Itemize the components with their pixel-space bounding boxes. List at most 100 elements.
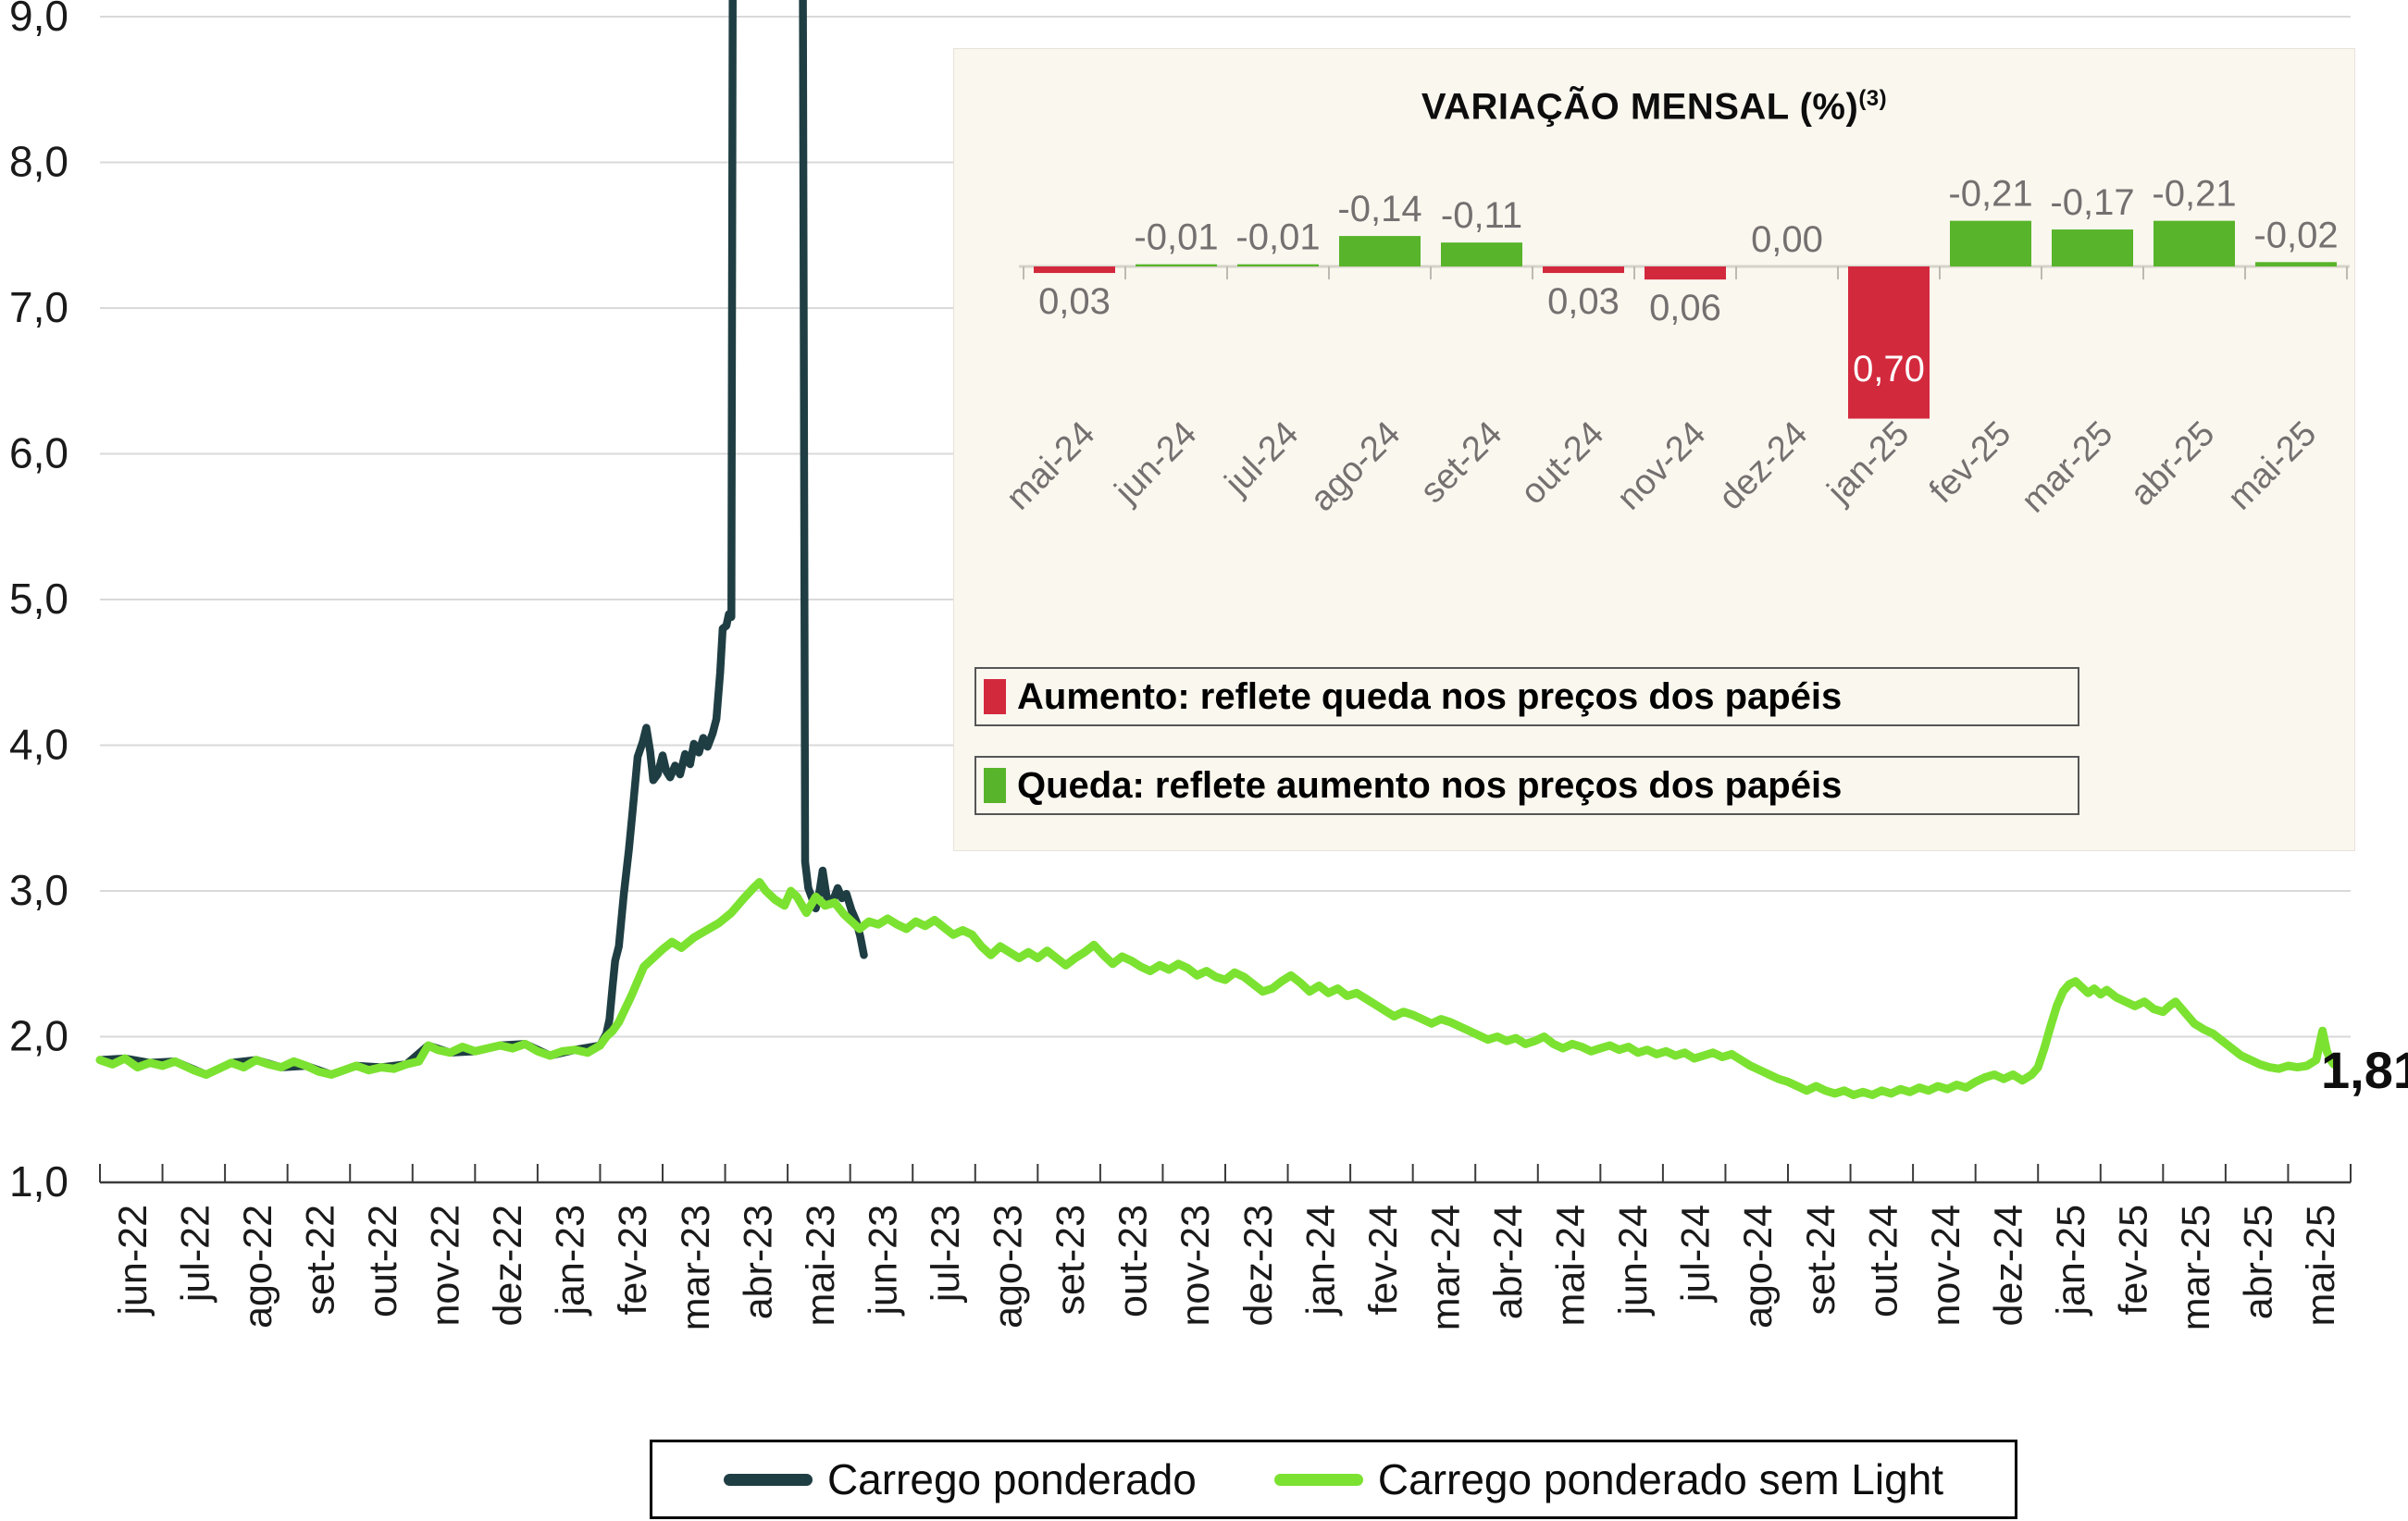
x-tick-label: ago-23 — [987, 1205, 1031, 1329]
inset-title-footnote: (3) — [1858, 86, 1888, 111]
x-tick-label: jun-24 — [1611, 1205, 1656, 1317]
y-tick-label: 8,0 — [9, 138, 68, 186]
x-tick-label: mai-25 — [2299, 1205, 2343, 1326]
series-line-carrego-ponderado-sem-light — [95, 878, 2339, 1099]
inset-x-tick-label: mai-24 — [999, 414, 1103, 518]
queda-color-swatch — [984, 768, 1006, 803]
x-tick-label: jan-23 — [549, 1205, 593, 1317]
x-tick-label: nov-24 — [1924, 1205, 1968, 1326]
inset-x-tick-label: nov-24 — [1609, 414, 1713, 518]
inset-bar-value-label: -0,14 — [1337, 189, 1421, 229]
inset-x-tick-label: mai-25 — [2221, 414, 2325, 518]
legend-item-carrego-ponderado-sem-light: Carrego ponderado sem Light — [1273, 1454, 1944, 1504]
x-tick-label: abr-23 — [736, 1205, 780, 1319]
inset-bar-value-label: -0,17 — [2050, 182, 2134, 223]
inset-x-tick-label: out-24 — [1513, 414, 1611, 513]
inset-legend-aumento: Aumento: reflete queda nos preços dos pa… — [974, 667, 2079, 726]
x-tick-label: out-24 — [1861, 1205, 1905, 1317]
queda-legend-label: Queda: reflete aumento nos preços dos pa… — [1017, 764, 1843, 806]
carrego-ponderado-sem-light-label: Carrego ponderado sem Light — [1377, 1455, 1944, 1503]
inset-bar — [1237, 264, 1319, 266]
x-tick-label: ago-22 — [236, 1205, 280, 1329]
aumento-color-swatch — [984, 679, 1006, 714]
y-tick-label: 5,0 — [9, 575, 68, 623]
x-tick-label: mar-24 — [1423, 1205, 1468, 1330]
inset-bar-value-label: 0,70 — [1853, 349, 1925, 390]
inset-x-tick-label: dez-24 — [1711, 414, 1815, 518]
x-tick-label: out-22 — [361, 1205, 405, 1317]
x-tick-label: ago-24 — [1736, 1205, 1781, 1329]
x-tick-label: fev-24 — [1361, 1205, 1406, 1316]
x-tick-label: dez-22 — [486, 1205, 530, 1326]
inset-bar — [1645, 266, 1726, 280]
inset-bar-value-label: -0,02 — [2253, 215, 2338, 255]
x-tick-label: out-23 — [1111, 1205, 1156, 1317]
series-line-carrego-ponderado — [95, 0, 868, 1079]
carrego-ponderado-sem-light-line-swatch — [1273, 1473, 1363, 1486]
inset-x-tick-label: fev-25 — [1922, 414, 2018, 511]
aumento-legend-label: Aumento: reflete queda nos preços dos pa… — [1017, 675, 1843, 717]
x-tick-label: nov-23 — [1173, 1205, 1218, 1326]
inset-bar-value-label: -0,11 — [1441, 195, 1522, 236]
carrego-ponderado-line-swatch — [723, 1473, 813, 1486]
inset-bar — [2052, 229, 2133, 266]
chart-legend: Carrego ponderado Carrego ponderado sem … — [650, 1440, 2017, 1519]
inset-x-tick-label: jun-24 — [1107, 414, 1204, 512]
inset-title-text: VARIAÇÃO MENSAL (%) — [1421, 86, 1859, 128]
x-tick-label: fev-25 — [2112, 1205, 2156, 1316]
inset-panel: 0,03 mai-24 -0,01 jun-24 -0,01 jul-24 -0,14 ago… — [953, 48, 2355, 851]
inset-bar-value-label: -0,01 — [1134, 217, 1218, 258]
x-tick-label: set-23 — [1049, 1205, 1093, 1316]
x-tick-label: dez-24 — [1986, 1205, 2030, 1326]
x-tick-label: dez-23 — [1236, 1205, 1281, 1326]
inset-bar-value-label: 0,06 — [1649, 288, 1721, 328]
x-tick-label: mai-23 — [799, 1205, 843, 1326]
x-tick-label: set-22 — [298, 1205, 342, 1316]
inset-x-tick-label: mar-25 — [2015, 414, 2121, 521]
inset-x-tick-label: abr-25 — [2123, 414, 2222, 513]
x-tick-label: fev-23 — [611, 1205, 655, 1316]
inset-bar-chart: 0,03 mai-24 -0,01 jun-24 -0,01 jul-24 -0,14 ago… — [999, 174, 2350, 521]
y-tick-label: 7,0 — [9, 283, 68, 331]
y-tick-label: 3,0 — [9, 866, 68, 914]
inset-bar-value-label: -0,21 — [2152, 174, 2236, 215]
x-tick-label: jul-22 — [173, 1205, 217, 1304]
x-tick-label: mai-24 — [1549, 1205, 1594, 1326]
x-tick-label: mar-25 — [2174, 1205, 2218, 1330]
inset-bar — [1034, 266, 1115, 274]
inset-bar-value-label: -0,21 — [1948, 174, 2032, 215]
series-end-value-label: 1,81 — [2321, 1041, 2408, 1099]
inset-bar-value-label: 0,00 — [1751, 219, 1823, 260]
y-tick-label: 2,0 — [9, 1012, 68, 1060]
inset-x-tick-label: set-24 — [1413, 414, 1509, 511]
x-tick-label: jan-24 — [1298, 1205, 1343, 1317]
inset-bar — [2154, 220, 2235, 266]
y-tick-label: 4,0 — [9, 721, 68, 769]
inset-bar — [2255, 262, 2337, 266]
y-tick-label: 1,0 — [9, 1157, 68, 1206]
carrego-ponderado-label: Carrego ponderado — [826, 1455, 1197, 1503]
inset-bar-value-label: -0,01 — [1235, 217, 1320, 258]
y-tick-label: 6,0 — [9, 429, 68, 477]
inset-bar — [1339, 236, 1421, 266]
inset-bar-value-label: 0,03 — [1547, 281, 1620, 322]
x-tick-label: jul-24 — [1674, 1205, 1719, 1304]
inset-bar-value-label: 0,03 — [1038, 281, 1111, 322]
inset-title: VARIAÇÃO MENSAL (%)(3) — [954, 86, 2354, 128]
x-tick-label: jul-23 — [924, 1205, 968, 1304]
x-tick-label: mar-23 — [674, 1205, 718, 1330]
inset-bar — [1136, 264, 1217, 266]
x-tick-label: jun-22 — [111, 1205, 155, 1317]
x-tick-label: abr-25 — [2237, 1205, 2281, 1319]
x-tick-label: jun-23 — [861, 1205, 905, 1317]
x-tick-label: abr-24 — [1486, 1205, 1531, 1319]
inset-bar — [1441, 242, 1522, 266]
x-tick-label: set-24 — [1799, 1205, 1843, 1316]
inset-bar — [1950, 220, 2031, 266]
inset-bar — [1848, 266, 1930, 419]
inset-x-tick-label: jan-25 — [1819, 414, 1917, 512]
x-tick-label: jan-25 — [2049, 1205, 2093, 1317]
inset-x-tick-label: ago-24 — [1303, 414, 1408, 519]
